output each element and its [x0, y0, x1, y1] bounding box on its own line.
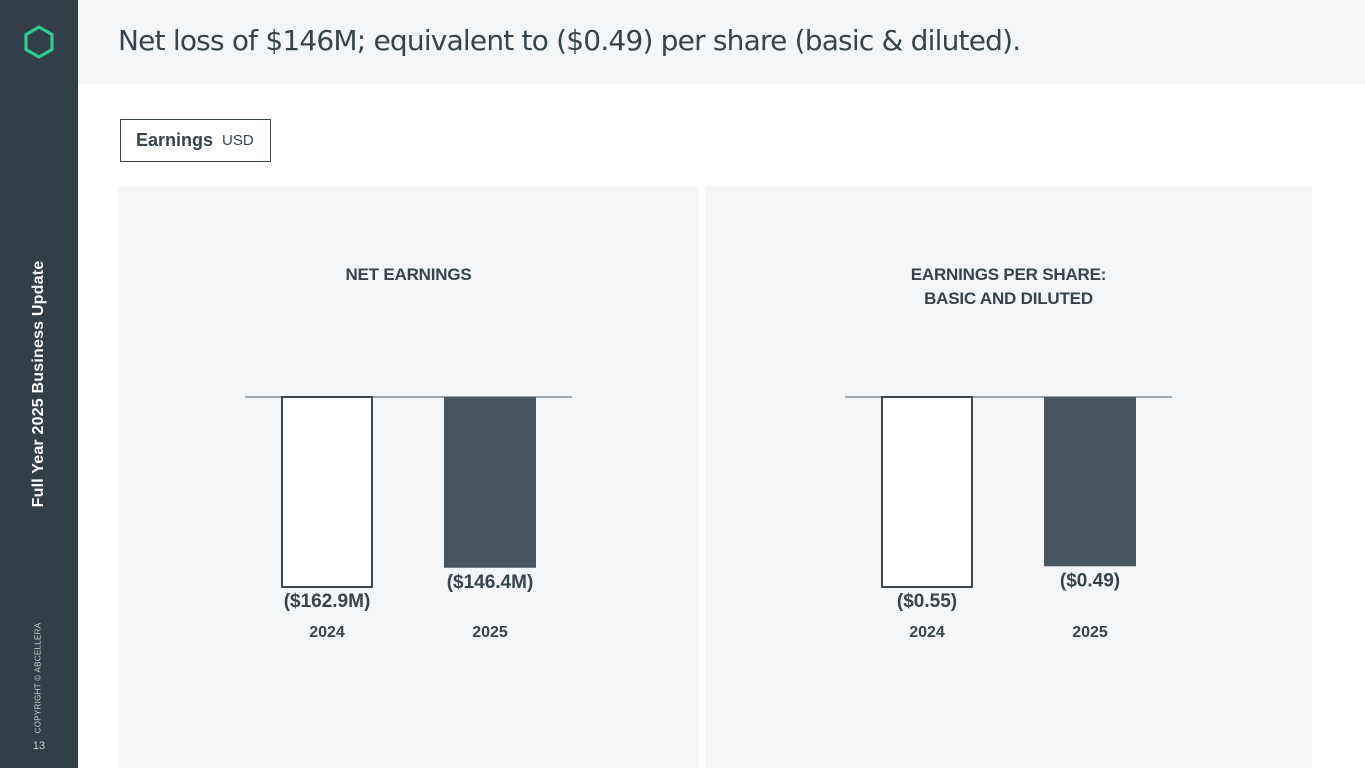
header: Net loss of $146M; equivalent to ($0.49)…	[78, 0, 1365, 84]
chart-title: EARNINGS PER SHARE: BASIC AND DILUTED	[705, 263, 1312, 311]
category-label: 2025	[1072, 624, 1108, 641]
bar-2024	[281, 396, 373, 588]
data-label: ($146.4M)	[447, 572, 534, 593]
chart-title-line: NET EARNINGS	[345, 265, 472, 284]
hexagon-logo-icon	[24, 25, 54, 59]
data-label: ($162.9M)	[284, 591, 371, 612]
net-earnings-panel: NET EARNINGS ($162.9M) 2024 ($146.4M) 2025	[118, 187, 699, 768]
sidebar: Full Year 2025 Business Update COPYRIGHT…	[0, 0, 78, 768]
tag-label: Earnings	[136, 130, 214, 150]
chart-title: NET EARNINGS	[118, 263, 699, 287]
page-title: Net loss of $146M; equivalent to ($0.49)…	[118, 24, 1021, 57]
bar-2024	[881, 396, 973, 588]
chart-title-line: BASIC AND DILUTED	[924, 289, 1093, 308]
eps-panel: EARNINGS PER SHARE: BASIC AND DILUTED ($…	[705, 187, 1312, 768]
bar-2025	[1044, 397, 1136, 567]
category-label: 2024	[909, 624, 945, 641]
sidebar-title: Full Year 2025 Business Update	[30, 260, 47, 508]
bar-2025	[444, 397, 536, 568]
earnings-tag: Earnings USD	[120, 119, 271, 162]
data-label: ($0.55)	[897, 591, 957, 612]
eps-chart: ($0.55) 2024 ($0.49) 2025	[845, 396, 1172, 641]
chart-title-line: EARNINGS PER SHARE:	[910, 265, 1107, 284]
data-label: ($0.49)	[1060, 570, 1120, 591]
category-label: 2025	[472, 624, 508, 641]
category-label: 2024	[309, 624, 345, 641]
tag-unit: USD	[222, 132, 254, 149]
page-number: 13	[32, 740, 46, 752]
net-earnings-chart: ($162.9M) 2024 ($146.4M) 2025	[245, 396, 572, 641]
copyright-text: COPYRIGHT © ABCELLERA	[33, 622, 43, 734]
